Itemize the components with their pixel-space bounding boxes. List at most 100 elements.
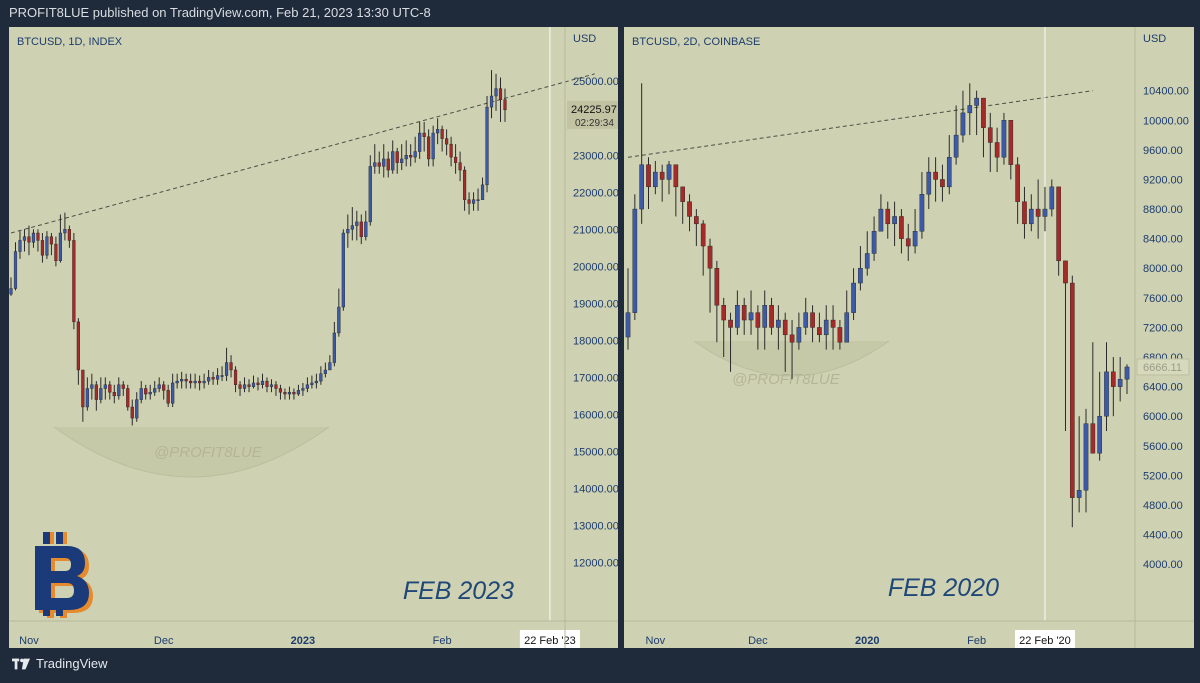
candle-body-down — [112, 391, 116, 397]
candle — [837, 320, 843, 350]
candle — [427, 129, 431, 167]
candle-body-down — [1008, 120, 1014, 165]
watermark-text: @PROFIT8LUE — [732, 371, 841, 388]
candle-body-up — [404, 155, 408, 160]
candle — [769, 297, 774, 335]
candle-body-down — [694, 216, 699, 225]
candle-body-down — [714, 268, 720, 306]
candle — [728, 312, 733, 372]
candle-body-down — [166, 390, 170, 404]
candle-body-down — [905, 238, 911, 247]
candle — [666, 160, 672, 195]
candle-body-down — [498, 88, 503, 100]
candle — [431, 125, 435, 167]
candle-body-up — [892, 216, 897, 225]
candle — [899, 209, 904, 254]
candle-body-up — [1042, 208, 1048, 217]
candle-body-up — [220, 375, 224, 377]
candle-body-down — [265, 380, 269, 387]
y-tick-label: 13000.00 — [573, 520, 618, 532]
candle — [694, 209, 699, 247]
candle — [449, 136, 453, 167]
candle — [741, 297, 747, 335]
candle — [471, 192, 476, 211]
candle — [13, 242, 18, 291]
candle-body-up — [471, 199, 476, 204]
candle — [364, 210, 368, 241]
candle-body-up — [823, 319, 829, 336]
candle — [436, 118, 440, 145]
x-tick-label: Feb — [967, 635, 986, 647]
chart-btcusd-2023[interactable]: @PROFIT8LUE 12000.00 13000.00 14000.00 15000… — [9, 27, 618, 648]
bitcoin-logo-part — [43, 532, 50, 544]
candle-body-down — [1022, 201, 1027, 225]
candle — [193, 373, 197, 389]
candle-body-down — [1090, 423, 1096, 454]
y-tick-label: 21000.00 — [573, 224, 618, 236]
candle-body-down — [256, 382, 260, 385]
candle — [287, 386, 292, 400]
candle-body-up — [776, 319, 781, 328]
candle — [305, 377, 309, 393]
candle — [404, 140, 408, 167]
candle-body-down — [49, 236, 54, 245]
candle — [202, 373, 206, 389]
candle — [36, 229, 40, 252]
candle-body-up — [58, 232, 62, 261]
candle — [413, 136, 417, 163]
chart-btcusd-2020[interactable]: @PROFIT8LUE 4000.00 4400.00 4800.00 5200.00 5… — [624, 27, 1194, 648]
candle — [121, 381, 125, 396]
y-tick-label: 7600.00 — [1143, 293, 1183, 305]
candle-body-up — [99, 388, 103, 400]
candle — [117, 377, 121, 400]
candle-body-up — [946, 157, 952, 188]
candle — [782, 312, 788, 372]
candle-body-up — [912, 231, 918, 247]
candle — [368, 155, 372, 226]
candle — [162, 381, 166, 400]
candle — [314, 373, 318, 389]
chart-background — [9, 27, 618, 648]
candle — [905, 223, 911, 261]
candle — [31, 229, 36, 248]
candle — [49, 233, 54, 256]
y-tick-label: 16000.00 — [573, 409, 618, 421]
candle-body-down — [211, 377, 215, 380]
y-tick-label: 9200.00 — [1143, 174, 1183, 186]
candle-body-down — [130, 406, 134, 419]
candle-body-up — [844, 312, 850, 343]
candle-body-up — [413, 151, 417, 158]
candle-body-up — [328, 362, 332, 371]
candle — [310, 375, 314, 389]
candle-body-up — [436, 129, 440, 134]
candle-body-up — [653, 171, 658, 188]
candle — [175, 373, 179, 389]
candle — [445, 129, 449, 156]
candle — [796, 312, 802, 350]
candle — [386, 151, 390, 178]
candle — [646, 157, 651, 210]
candle — [639, 83, 644, 224]
candle-body-down — [162, 384, 166, 391]
y-tick-label: 8400.00 — [1143, 234, 1183, 246]
period-label: FEB 2020 — [888, 574, 999, 602]
x-tick-label: Nov — [646, 635, 666, 647]
candle — [940, 164, 945, 202]
candle-body-down — [27, 236, 31, 243]
candle — [946, 135, 952, 195]
candle — [346, 214, 350, 248]
candle — [467, 192, 471, 215]
candle — [63, 212, 67, 241]
candle — [994, 127, 1000, 173]
candle-body-up — [373, 162, 377, 167]
candle — [498, 77, 503, 122]
candle — [494, 73, 498, 111]
resistance-trendline — [10, 73, 595, 234]
candle-body-down — [885, 208, 891, 225]
candle-body-up — [735, 305, 740, 328]
candle-body-up — [796, 327, 802, 343]
candle-body-up — [346, 229, 350, 234]
candle-body-up — [1001, 120, 1007, 158]
candle — [1104, 342, 1109, 432]
candle-body-up — [13, 251, 18, 289]
